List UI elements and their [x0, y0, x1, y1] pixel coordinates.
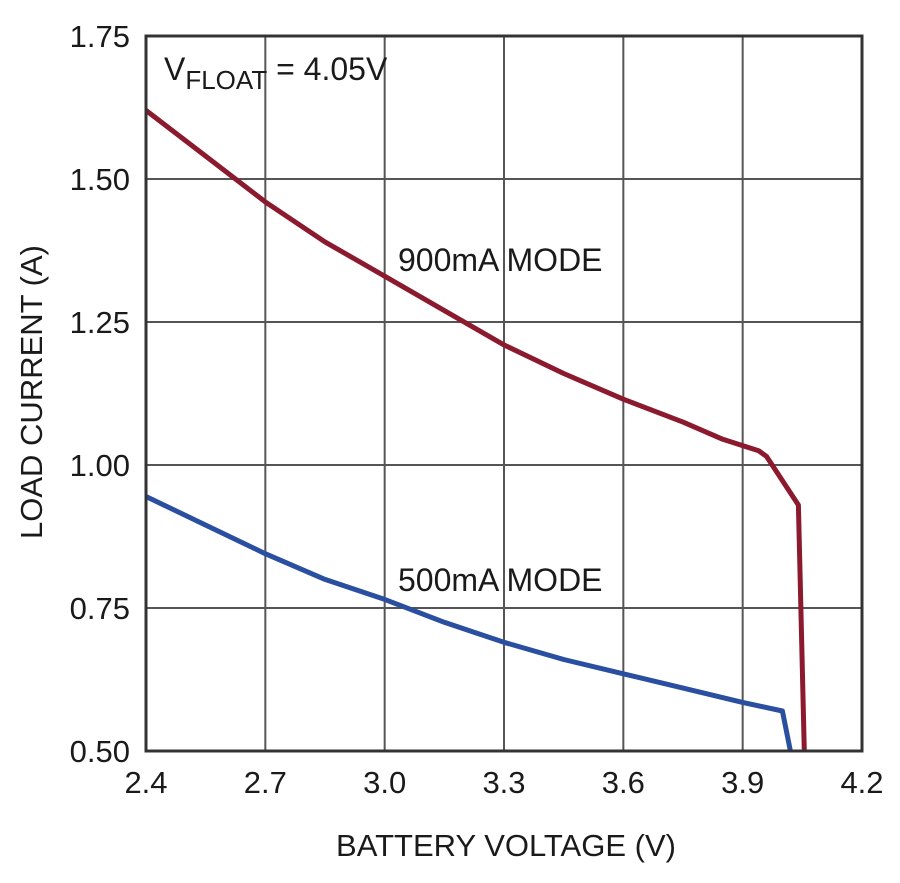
- x-axis-title: BATTERY VOLTAGE (V): [336, 828, 676, 863]
- y-tick-label: 0.75: [70, 591, 130, 626]
- series-layer: [144, 108, 807, 752]
- plot-frame: [144, 34, 864, 753]
- y-tick-label: 0.50: [70, 734, 130, 769]
- y-axis-title: LOAD CURRENT (A): [14, 245, 49, 539]
- vfloat-subscript: FLOAT: [185, 65, 267, 95]
- tick-labels: 2.4 2.7 3.0 3.3 3.6 3.9 4.2 0.50 0.75 1.00 1.25 1.5…: [70, 19, 884, 800]
- x-tick-label: 3.3: [482, 765, 525, 800]
- series-line-900ma-mode: [144, 108, 807, 752]
- y-tick-label: 1.75: [70, 19, 130, 54]
- x-tick-label: 2.4: [124, 765, 167, 800]
- x-tick-label: 4.2: [840, 765, 883, 800]
- y-tick-label: 1.25: [70, 305, 130, 340]
- series-line-500ma-mode: [144, 494, 793, 752]
- x-tick-label: 3.6: [602, 765, 645, 800]
- x-tick-label: 2.7: [244, 765, 287, 800]
- vfloat-prefix: V: [164, 51, 186, 87]
- vfloat-suffix: = 4.05V: [267, 51, 388, 87]
- x-tick-label: 3.9: [721, 765, 764, 800]
- x-tick-label: 3.0: [363, 765, 406, 800]
- vfloat-annotation: VFLOAT = 4.05V: [164, 51, 388, 95]
- y-tick-label: 1.50: [70, 162, 130, 197]
- y-tick-label: 1.00: [70, 448, 130, 483]
- series-label-900ma-mode: 900mA MODE: [398, 242, 603, 278]
- series-label-500ma-mode: 500mA MODE: [398, 562, 603, 598]
